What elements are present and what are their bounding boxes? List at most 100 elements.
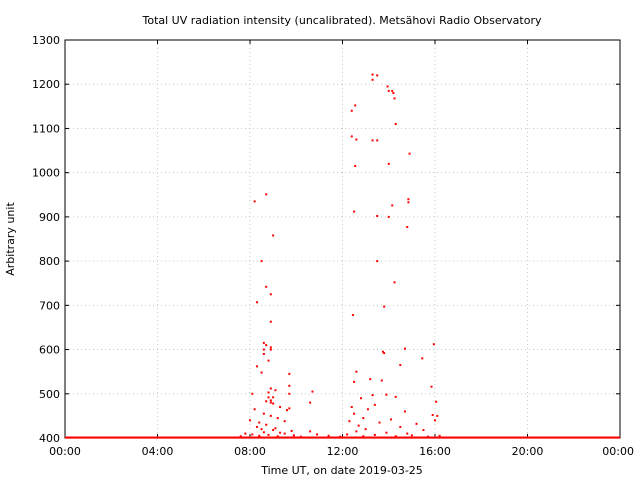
data-point [421, 357, 424, 360]
x-tick-label: 00:00 [602, 445, 634, 458]
data-point [269, 401, 272, 404]
data-point [355, 138, 358, 141]
data-point [407, 198, 410, 201]
data-point [399, 425, 402, 428]
data-point [394, 395, 397, 398]
data-point [399, 364, 402, 367]
data-point [272, 429, 275, 432]
data-point [272, 402, 275, 405]
data-point [299, 435, 302, 438]
data-point [435, 400, 438, 403]
data-point [251, 392, 254, 395]
data-point [251, 433, 254, 436]
data-point [387, 89, 390, 92]
x-axis-label: Time UT, on date 2019-03-25 [260, 464, 423, 477]
data-point [260, 428, 263, 431]
data-point [378, 421, 381, 424]
data-point [239, 435, 242, 438]
data-point [348, 420, 351, 423]
data-point [353, 380, 356, 383]
data-point [351, 314, 354, 317]
data-point [265, 423, 268, 426]
data-point [265, 193, 268, 196]
data-point [262, 431, 265, 434]
data-point [283, 432, 286, 435]
data-point [371, 78, 374, 81]
data-point [403, 347, 406, 350]
data-point [387, 162, 390, 165]
data-point [290, 429, 293, 432]
data-point [288, 372, 291, 375]
data-point [436, 414, 439, 417]
data-point [309, 401, 312, 404]
data-point [383, 352, 386, 355]
axis-ticks: 400 500 600 700 800 900 1000 1100 1200 1300 00:00 0… [32, 34, 634, 458]
data-point [272, 234, 275, 237]
data-point [262, 352, 265, 355]
x-tick-label: 12:00 [327, 445, 359, 458]
data-point [390, 418, 393, 421]
data-point [255, 425, 258, 428]
data-point [391, 89, 394, 92]
chart-title: Total UV radiation intensity (uncalibrat… [142, 14, 542, 27]
data-point [353, 210, 356, 213]
x-tick-label: 04:00 [142, 445, 174, 458]
data-point [327, 434, 330, 437]
grid [65, 40, 620, 438]
data-point [269, 346, 272, 349]
data-point [373, 403, 376, 406]
data-point [258, 421, 261, 424]
data-point [431, 414, 434, 417]
data-point [364, 428, 367, 431]
data-point [394, 435, 397, 438]
data-point [373, 433, 376, 436]
data-point [362, 417, 365, 420]
data-point [269, 414, 272, 417]
data-point [394, 123, 397, 126]
data-point [260, 371, 263, 374]
data-point [432, 343, 435, 346]
data-point [262, 412, 265, 415]
y-tick-label: 800 [39, 255, 60, 268]
data-point [276, 435, 279, 438]
y-tick-label: 500 [39, 388, 60, 401]
data-point [260, 260, 263, 263]
data-point [350, 135, 353, 138]
data-point [265, 285, 268, 288]
data-point [258, 434, 261, 437]
data-point [267, 359, 270, 362]
data-point [380, 379, 383, 382]
data-point [244, 432, 247, 435]
data-point [355, 370, 358, 373]
data-point [376, 139, 379, 142]
data-point [346, 433, 349, 436]
data-point [366, 408, 369, 411]
x-tick-label: 20:00 [512, 445, 544, 458]
data-point [385, 393, 388, 396]
data-point [415, 422, 418, 425]
data-point [316, 433, 319, 436]
data-point [253, 408, 256, 411]
data-point [279, 406, 282, 409]
data-point [267, 391, 270, 394]
data-point [274, 427, 277, 430]
data-point [283, 420, 286, 423]
y-axis-label: Arbitrary unit [4, 202, 17, 276]
data-point [371, 139, 374, 142]
data-point [269, 293, 272, 296]
data-point [276, 417, 279, 420]
y-tick-label: 900 [39, 211, 60, 224]
data-point [386, 85, 389, 88]
data-point [406, 432, 409, 435]
data-point [353, 412, 356, 415]
data-point [354, 165, 357, 168]
y-tick-label: 600 [39, 344, 60, 357]
data-point [274, 389, 277, 392]
data-point [279, 431, 282, 434]
data-point [393, 97, 396, 100]
data-point [286, 409, 288, 412]
data-point [410, 434, 413, 437]
data-point [354, 104, 357, 107]
data-point [427, 435, 430, 438]
